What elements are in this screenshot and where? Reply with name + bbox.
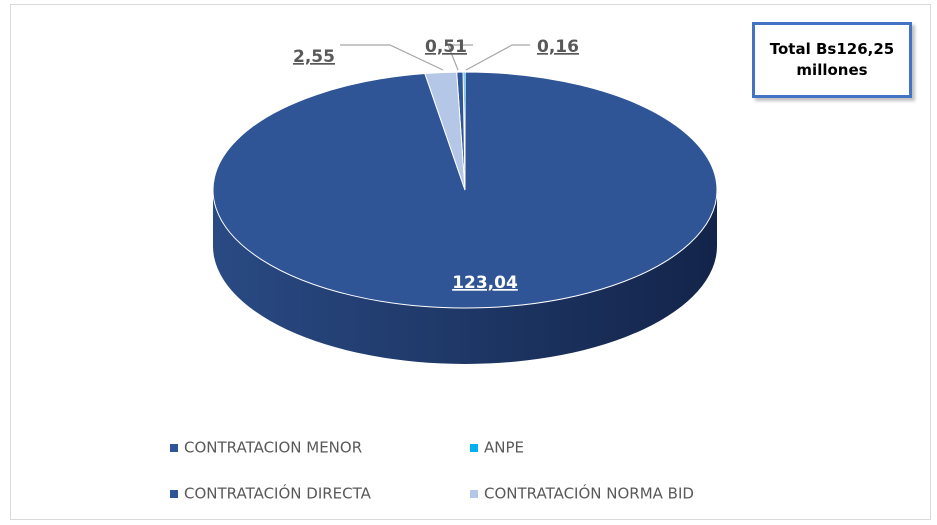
legend-swatch xyxy=(170,444,178,452)
leader-line xyxy=(340,44,444,71)
data-label: 2,55 xyxy=(293,47,335,67)
leader-line xyxy=(465,44,530,71)
leader-line xyxy=(447,44,473,71)
annotation: Total Bs126,25 millones xyxy=(752,22,912,98)
legend-label: CONTRATACIÓN DIRECTA xyxy=(184,484,372,503)
data-label: 0,16 xyxy=(537,37,579,57)
legend-label: CONTRATACIÓN NORMA BID xyxy=(484,484,694,503)
legend-swatch xyxy=(470,444,478,452)
pie-slice xyxy=(424,71,466,191)
pie-side xyxy=(213,190,717,364)
legend-label: CONTRATACION MENOR xyxy=(184,439,362,457)
legend-swatch xyxy=(170,490,178,498)
data-label: 123,04 xyxy=(452,273,518,293)
data-label: 0,51 xyxy=(425,37,467,57)
legend-label: ANPE xyxy=(484,439,524,457)
legend-swatch xyxy=(470,490,478,498)
